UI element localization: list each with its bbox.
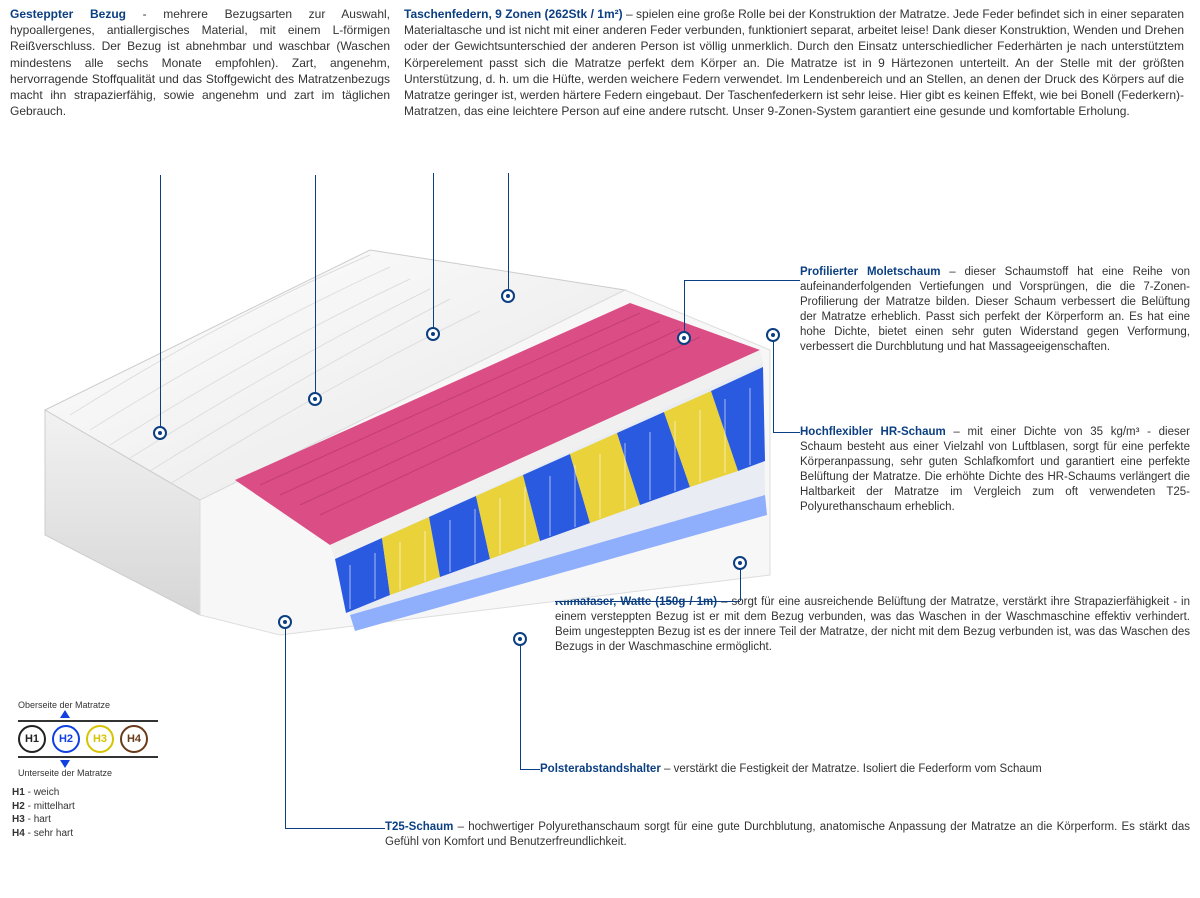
marker-klima — [733, 556, 747, 570]
marker-cover-2 — [308, 392, 322, 406]
top-left-dash: - — [126, 7, 163, 21]
section-hr: Hochflexibler HR-Schaum – mit einer Dich… — [800, 425, 1190, 515]
marker-springs — [501, 289, 515, 303]
s5-body: hochwertiger Polyurethanschaum sorgt für… — [385, 821, 1190, 848]
line-s2 — [773, 432, 800, 433]
hardness-h3: H3 — [86, 725, 114, 753]
s4-body: verstärkt die Festigkeit der Matratze. I… — [674, 763, 1042, 775]
hardness-h1: H1 — [18, 725, 46, 753]
s5-title: T25-Schaum — [385, 821, 453, 833]
top-right-title: Taschenfedern, 9 Zonen (262Stk / 1m²) — [404, 7, 623, 21]
hardness-circles: H1 H2 H3 H4 — [18, 725, 212, 753]
top-left-title: Gesteppter Bezug — [10, 7, 126, 21]
hardness-h2: H2 — [52, 725, 80, 753]
top-right-body: spielen eine große Rolle bei der Konstru… — [404, 7, 1184, 118]
s1-body: dieser Schaumstoff hat eine Reihe von au… — [800, 266, 1190, 353]
marker-cover-3 — [426, 327, 440, 341]
hardness-bottom-label: Unterseite der Matratze — [18, 768, 212, 778]
section-molet: Profilierter Moletschaum – dieser Schaum… — [800, 265, 1190, 355]
mattress-illustration — [30, 195, 790, 645]
line-s3h — [555, 601, 740, 602]
top-text-row: Gesteppter Bezug - mehrere Bezugsarten z… — [0, 0, 1200, 119]
line-top-4 — [508, 173, 509, 296]
top-left-block: Gesteppter Bezug - mehrere Bezugsarten z… — [10, 6, 390, 119]
s4-dash: – — [661, 763, 674, 775]
top-right-block: Taschenfedern, 9 Zonen (262Stk / 1m²) – … — [404, 6, 1190, 119]
line-s5h — [285, 828, 385, 829]
arrow-down-icon — [60, 760, 70, 768]
line-s1v — [684, 280, 685, 338]
hardness-row-1: H1 - weich — [12, 786, 212, 800]
s2-dash: – — [946, 426, 968, 438]
s5-dash: – — [453, 821, 468, 833]
line-s4v — [520, 639, 521, 769]
section-t25: T25-Schaum – hochwertiger Polyurethansch… — [385, 820, 1190, 850]
marker-pink — [677, 331, 691, 345]
hardness-h4: H4 — [120, 725, 148, 753]
s2-body: mit einer Dichte von 35 kg/m³ - dieser S… — [800, 426, 1190, 513]
hardness-legend: Oberseite der Matratze H1 H2 H3 H4 Unter… — [12, 700, 212, 840]
line-top-left — [160, 175, 161, 433]
hardness-row-2: H2 - mittelhart — [12, 800, 212, 814]
line-top-2 — [315, 175, 316, 399]
s1-title: Profilierter Moletschaum — [800, 266, 940, 278]
s4-title: Polsterabstandshalter — [540, 763, 661, 775]
legend-line-top — [18, 720, 158, 722]
hardness-list: H1 - weich H2 - mittelhart H3 - hart H4 … — [12, 786, 212, 840]
top-left-body: mehrere Bezugsarten zur Auswahl, hypoall… — [10, 7, 390, 118]
arrow-up-icon — [60, 710, 70, 718]
s2-title: Hochflexibler HR-Schaum — [800, 426, 946, 438]
line-s4h — [520, 769, 540, 770]
top-right-dash: – — [623, 7, 636, 21]
marker-base — [513, 632, 527, 646]
legend-line-bottom — [18, 756, 158, 758]
hardness-row-4: H4 - sehr hart — [12, 827, 212, 841]
marker-side — [278, 615, 292, 629]
line-top-3 — [433, 173, 434, 334]
hardness-top-label: Oberseite der Matratze — [18, 700, 212, 710]
section-polster: Polsterabstandshalter – verstärkt die Fe… — [540, 762, 1190, 777]
line-s1 — [684, 280, 800, 281]
s1-dash: – — [940, 266, 964, 278]
hardness-row-3: H3 - hart — [12, 813, 212, 827]
marker-hr — [766, 328, 780, 342]
marker-cover — [153, 426, 167, 440]
line-s2v — [773, 335, 774, 432]
line-s5v — [285, 622, 286, 828]
